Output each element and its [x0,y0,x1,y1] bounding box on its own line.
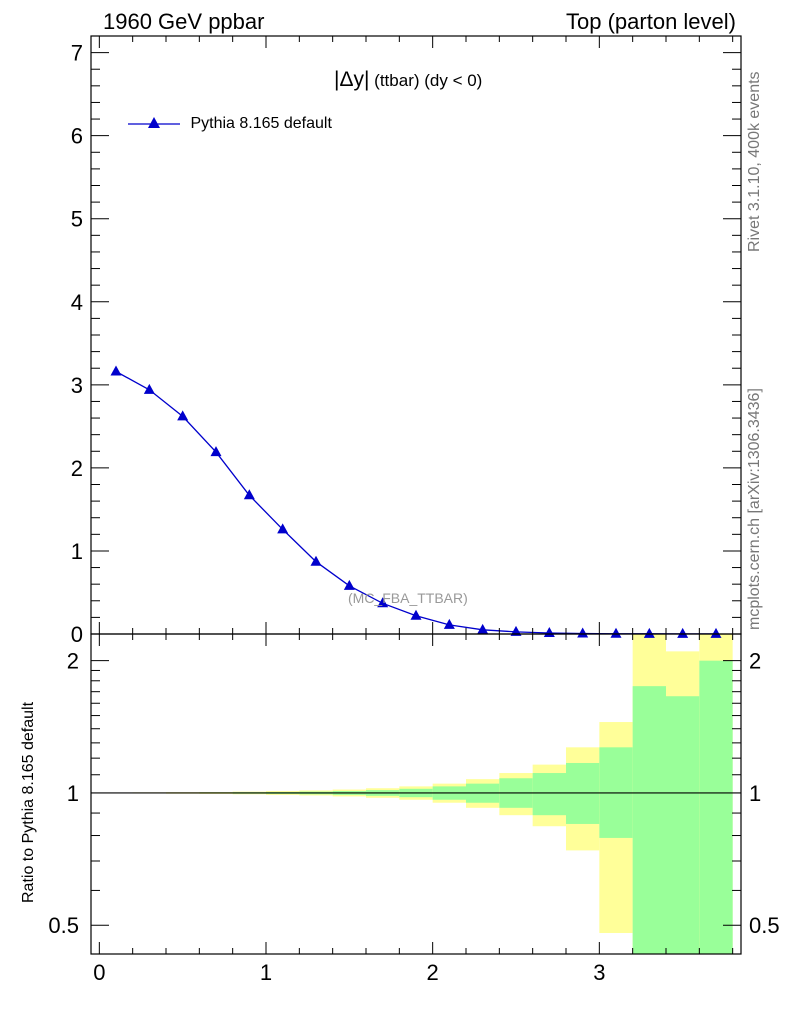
main-y-tick-label: 7 [71,41,83,66]
inner-band-bin [699,660,733,954]
series-point [643,627,655,638]
rivet-label: Rivet 3.1.10, 400k events [746,71,763,252]
main-y-tick-label: 3 [71,373,83,398]
series-point [677,627,689,638]
axis-ticks [91,36,741,954]
mcplots-label: mcplots.cern.ch [arXiv:1306.3436] [746,388,763,630]
series-point [610,627,622,638]
series-point [577,627,589,638]
ratio-y-tick-label-left: 1 [67,781,79,806]
legend-marker [128,117,180,128]
series-point [310,555,322,566]
ratio-y-axis-label: Ratio to Pythia 8.165 default [20,701,37,903]
ratio-y-tick-label-right: 0.5 [749,913,780,938]
header-left: 1960 GeV ppbar [103,9,265,34]
ratio-y-tick-label-right: 1 [749,781,761,806]
main-y-tick-label: 5 [71,207,83,232]
legend-label: Pythia 8.165 default [190,115,332,132]
series-point [243,489,255,500]
main-y-tick-label: 0 [71,622,83,647]
series-point [177,410,189,421]
ratio-y-tick-label-left: 2 [67,649,79,674]
header-right: Top (parton level) [566,9,736,34]
series-point [110,365,122,376]
histogram-title-sub: (ttbar) (dy < 0) [374,71,483,90]
legend: Pythia 8.165 default [128,114,332,134]
ratio-uncertainty-bands [91,634,741,954]
main-y-tick-label: 6 [71,124,83,149]
series-point [710,627,722,638]
x-tick-label: 1 [260,960,272,985]
ratio-y-tick-label-right: 2 [749,649,761,674]
inner-band-bin [632,686,666,954]
inner-band-bin [532,773,566,816]
analysis-watermark: (MC_FBA_TTBAR) [348,590,468,606]
series-point [477,623,489,634]
main-y-tick-label: 1 [71,539,83,564]
series-point [343,579,355,590]
histogram-title: |Δy| (ttbar) (dy < 0) [334,68,482,92]
series-point [277,523,289,534]
histogram-title-main: |Δy| [334,68,370,91]
series-point [143,383,155,394]
series-point [443,618,455,629]
main-y-tick-label: 4 [71,290,83,315]
main-y-tick-label: 2 [71,456,83,481]
x-tick-label: 0 [93,960,105,985]
x-tick-label: 2 [427,960,439,985]
x-tick-label: 3 [593,960,605,985]
ratio-frame [90,633,742,955]
inner-band-bin [666,696,700,954]
series-point [410,609,422,620]
ratio-y-tick-label-left: 0.5 [48,913,79,938]
series-point [210,446,222,457]
series-point [377,597,389,608]
series-point [543,627,555,638]
